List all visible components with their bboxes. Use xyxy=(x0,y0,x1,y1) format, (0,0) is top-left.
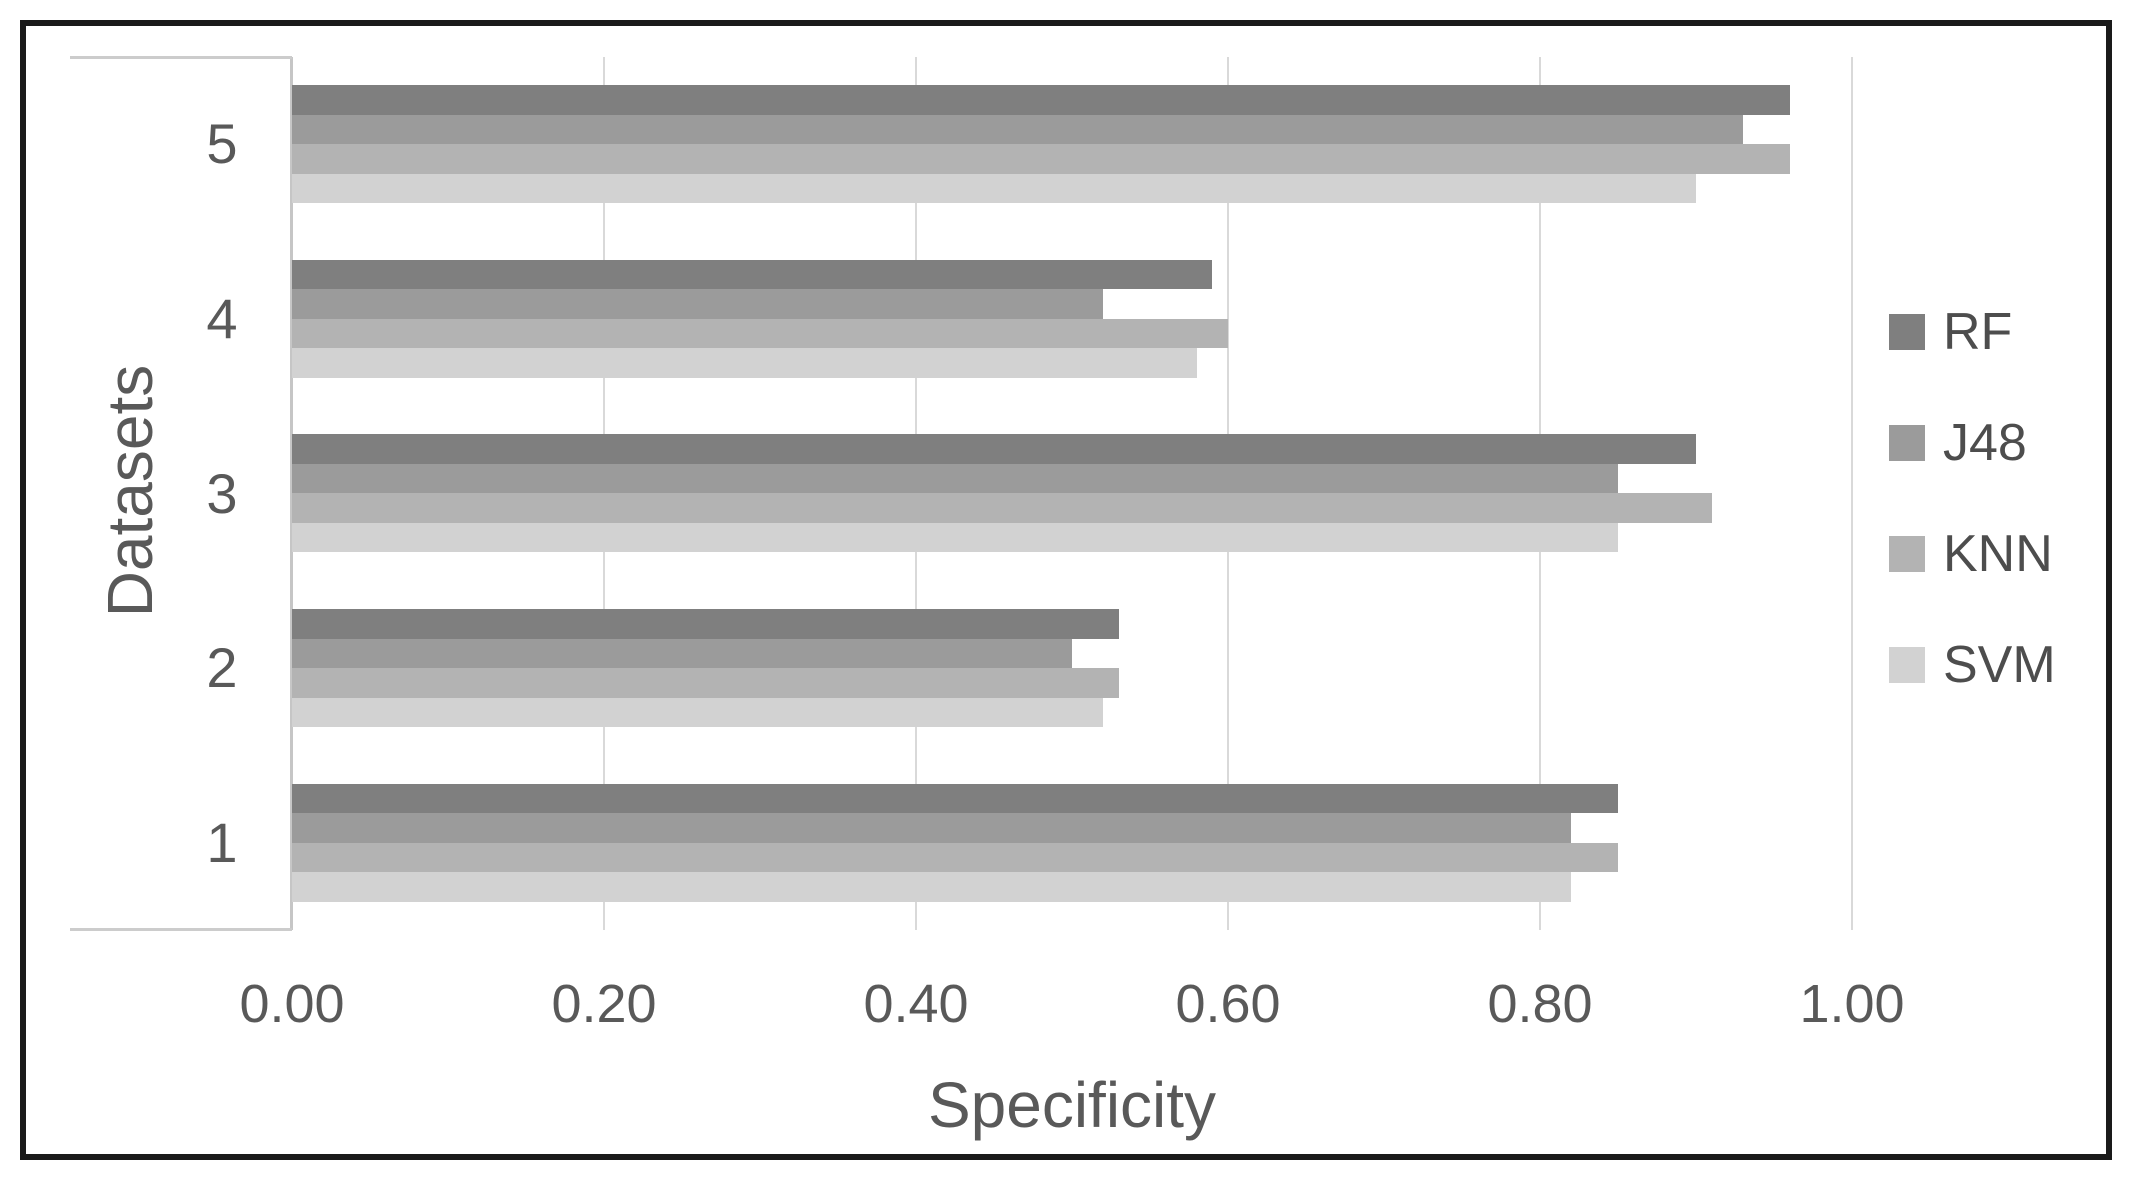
bar-group-dataset-4 xyxy=(292,232,1852,407)
bar-RF-dataset-2 xyxy=(292,609,1119,639)
bar-SVM-dataset-1 xyxy=(292,872,1572,902)
legend-label-KNN: KNN xyxy=(1943,525,2053,583)
gridline-1.00 xyxy=(1851,57,1853,930)
legend-item-J48: J48 xyxy=(1889,415,2027,471)
bar-J48-dataset-4 xyxy=(292,289,1104,319)
bar-KNN-dataset-3 xyxy=(292,493,1712,523)
x-tick-label-0.60: 0.60 xyxy=(1175,974,1281,1034)
bar-SVM-dataset-2 xyxy=(292,697,1104,728)
legend-swatch-SVM xyxy=(1889,647,1925,683)
legend-item-KNN: KNN xyxy=(1889,526,2053,582)
y-axis-title: Datasets xyxy=(94,364,166,618)
bar-SVM-dataset-5 xyxy=(292,173,1696,204)
bar-RF-dataset-3 xyxy=(292,434,1696,464)
x-tick-label-0.80: 0.80 xyxy=(1487,974,1593,1034)
legend-item-SVM: SVM xyxy=(1889,637,2056,693)
legend-label-SVM: SVM xyxy=(1943,636,2056,694)
legend-label-J48: J48 xyxy=(1943,414,2027,472)
bar-J48-dataset-2 xyxy=(292,638,1072,669)
bar-group-dataset-1 xyxy=(292,755,1852,930)
bar-J48-dataset-1 xyxy=(292,813,1572,843)
category-label-5: 5 xyxy=(206,112,238,176)
bar-KNN-dataset-2 xyxy=(292,668,1119,698)
bar-group-dataset-5 xyxy=(292,57,1852,232)
bar-SVM-dataset-4 xyxy=(292,348,1197,378)
plot-area xyxy=(292,57,1853,930)
bar-RF-dataset-5 xyxy=(292,85,1790,115)
category-label-4: 4 xyxy=(206,286,238,350)
x-tick-label-0.00: 0.00 xyxy=(239,974,345,1034)
y-axis-line xyxy=(290,57,293,930)
legend-swatch-RF xyxy=(1889,314,1925,350)
legend-swatch-KNN xyxy=(1889,536,1925,572)
legend-swatch-J48 xyxy=(1889,425,1925,461)
bar-RF-dataset-4 xyxy=(292,259,1213,290)
bar-group-dataset-2 xyxy=(292,581,1852,756)
category-axis-bottom-tick xyxy=(70,928,292,931)
category-label-2: 2 xyxy=(206,636,238,700)
x-tick-label-0.40: 0.40 xyxy=(863,974,969,1034)
bar-KNN-dataset-4 xyxy=(292,318,1228,349)
bar-J48-dataset-5 xyxy=(292,114,1743,145)
bar-group-dataset-3 xyxy=(292,406,1852,581)
x-tick-label-1.00: 1.00 xyxy=(1799,974,1905,1034)
bar-RF-dataset-1 xyxy=(292,783,1618,814)
chart-frame xyxy=(20,20,2112,1160)
bar-SVM-dataset-3 xyxy=(292,522,1618,553)
x-axis-title: Specificity xyxy=(927,1069,1217,1141)
bar-J48-dataset-3 xyxy=(292,463,1618,494)
bar-KNN-dataset-5 xyxy=(292,144,1790,174)
category-axis-top-tick xyxy=(70,56,292,59)
legend-item-RF: RF xyxy=(1889,304,2012,360)
category-label-3: 3 xyxy=(206,461,238,525)
category-label-1: 1 xyxy=(206,810,238,874)
legend-label-RF: RF xyxy=(1943,303,2013,361)
bar-KNN-dataset-1 xyxy=(292,842,1618,873)
x-tick-label-0.20: 0.20 xyxy=(551,974,657,1034)
